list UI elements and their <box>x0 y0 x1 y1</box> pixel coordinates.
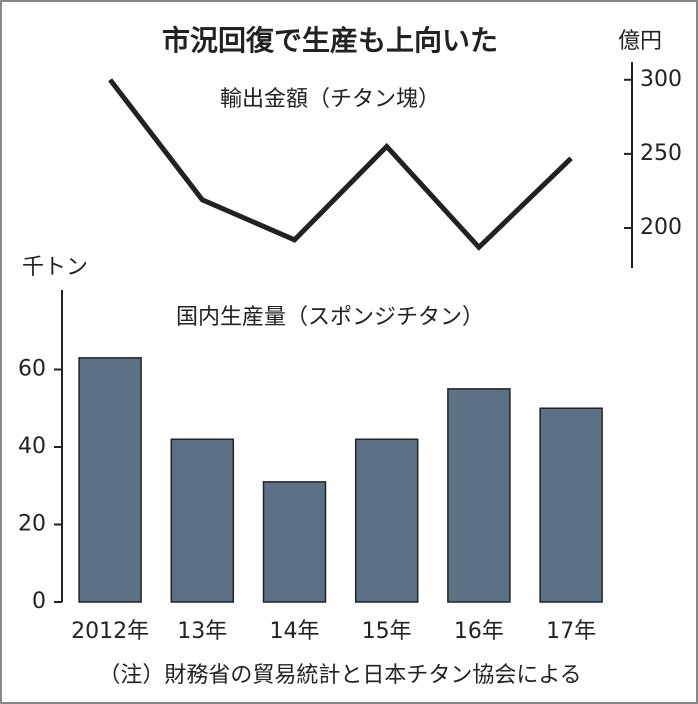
chart-title: 市況回復で生産も上向いた <box>162 24 498 57</box>
y2-tick-label: 250 <box>640 141 682 166</box>
bar <box>170 438 235 603</box>
y2-tick-label: 300 <box>640 67 682 92</box>
x-tick-label: 16年 <box>454 619 504 644</box>
y-unit: 千トン <box>22 255 88 280</box>
bar <box>78 357 142 603</box>
x-tick-label: 15年 <box>362 619 412 644</box>
x-tick-label: 13年 <box>177 619 227 644</box>
line-title: 輸出金額（チタン塊） <box>220 87 440 112</box>
bar <box>539 407 603 603</box>
y2-unit: 億円 <box>618 29 662 54</box>
y-tick-label: 40 <box>18 434 46 459</box>
note: （注）財務省の貿易統計と日本チタン協会による <box>98 663 581 688</box>
bar <box>354 438 419 603</box>
x-tick-label: 17年 <box>546 619 596 644</box>
y-tick-label: 20 <box>18 512 46 537</box>
y-tick-label: 60 <box>18 357 46 382</box>
y-tick-label: 0 <box>32 589 46 614</box>
bar <box>447 388 511 603</box>
x-tick-label: 2012年 <box>71 619 149 644</box>
line <box>108 78 573 251</box>
y2-tick-label: 200 <box>640 215 682 240</box>
x-tick-label: 14年 <box>270 619 320 644</box>
bar <box>262 481 327 603</box>
bar-title: 国内生産量（スポンジチタン） <box>176 305 484 330</box>
